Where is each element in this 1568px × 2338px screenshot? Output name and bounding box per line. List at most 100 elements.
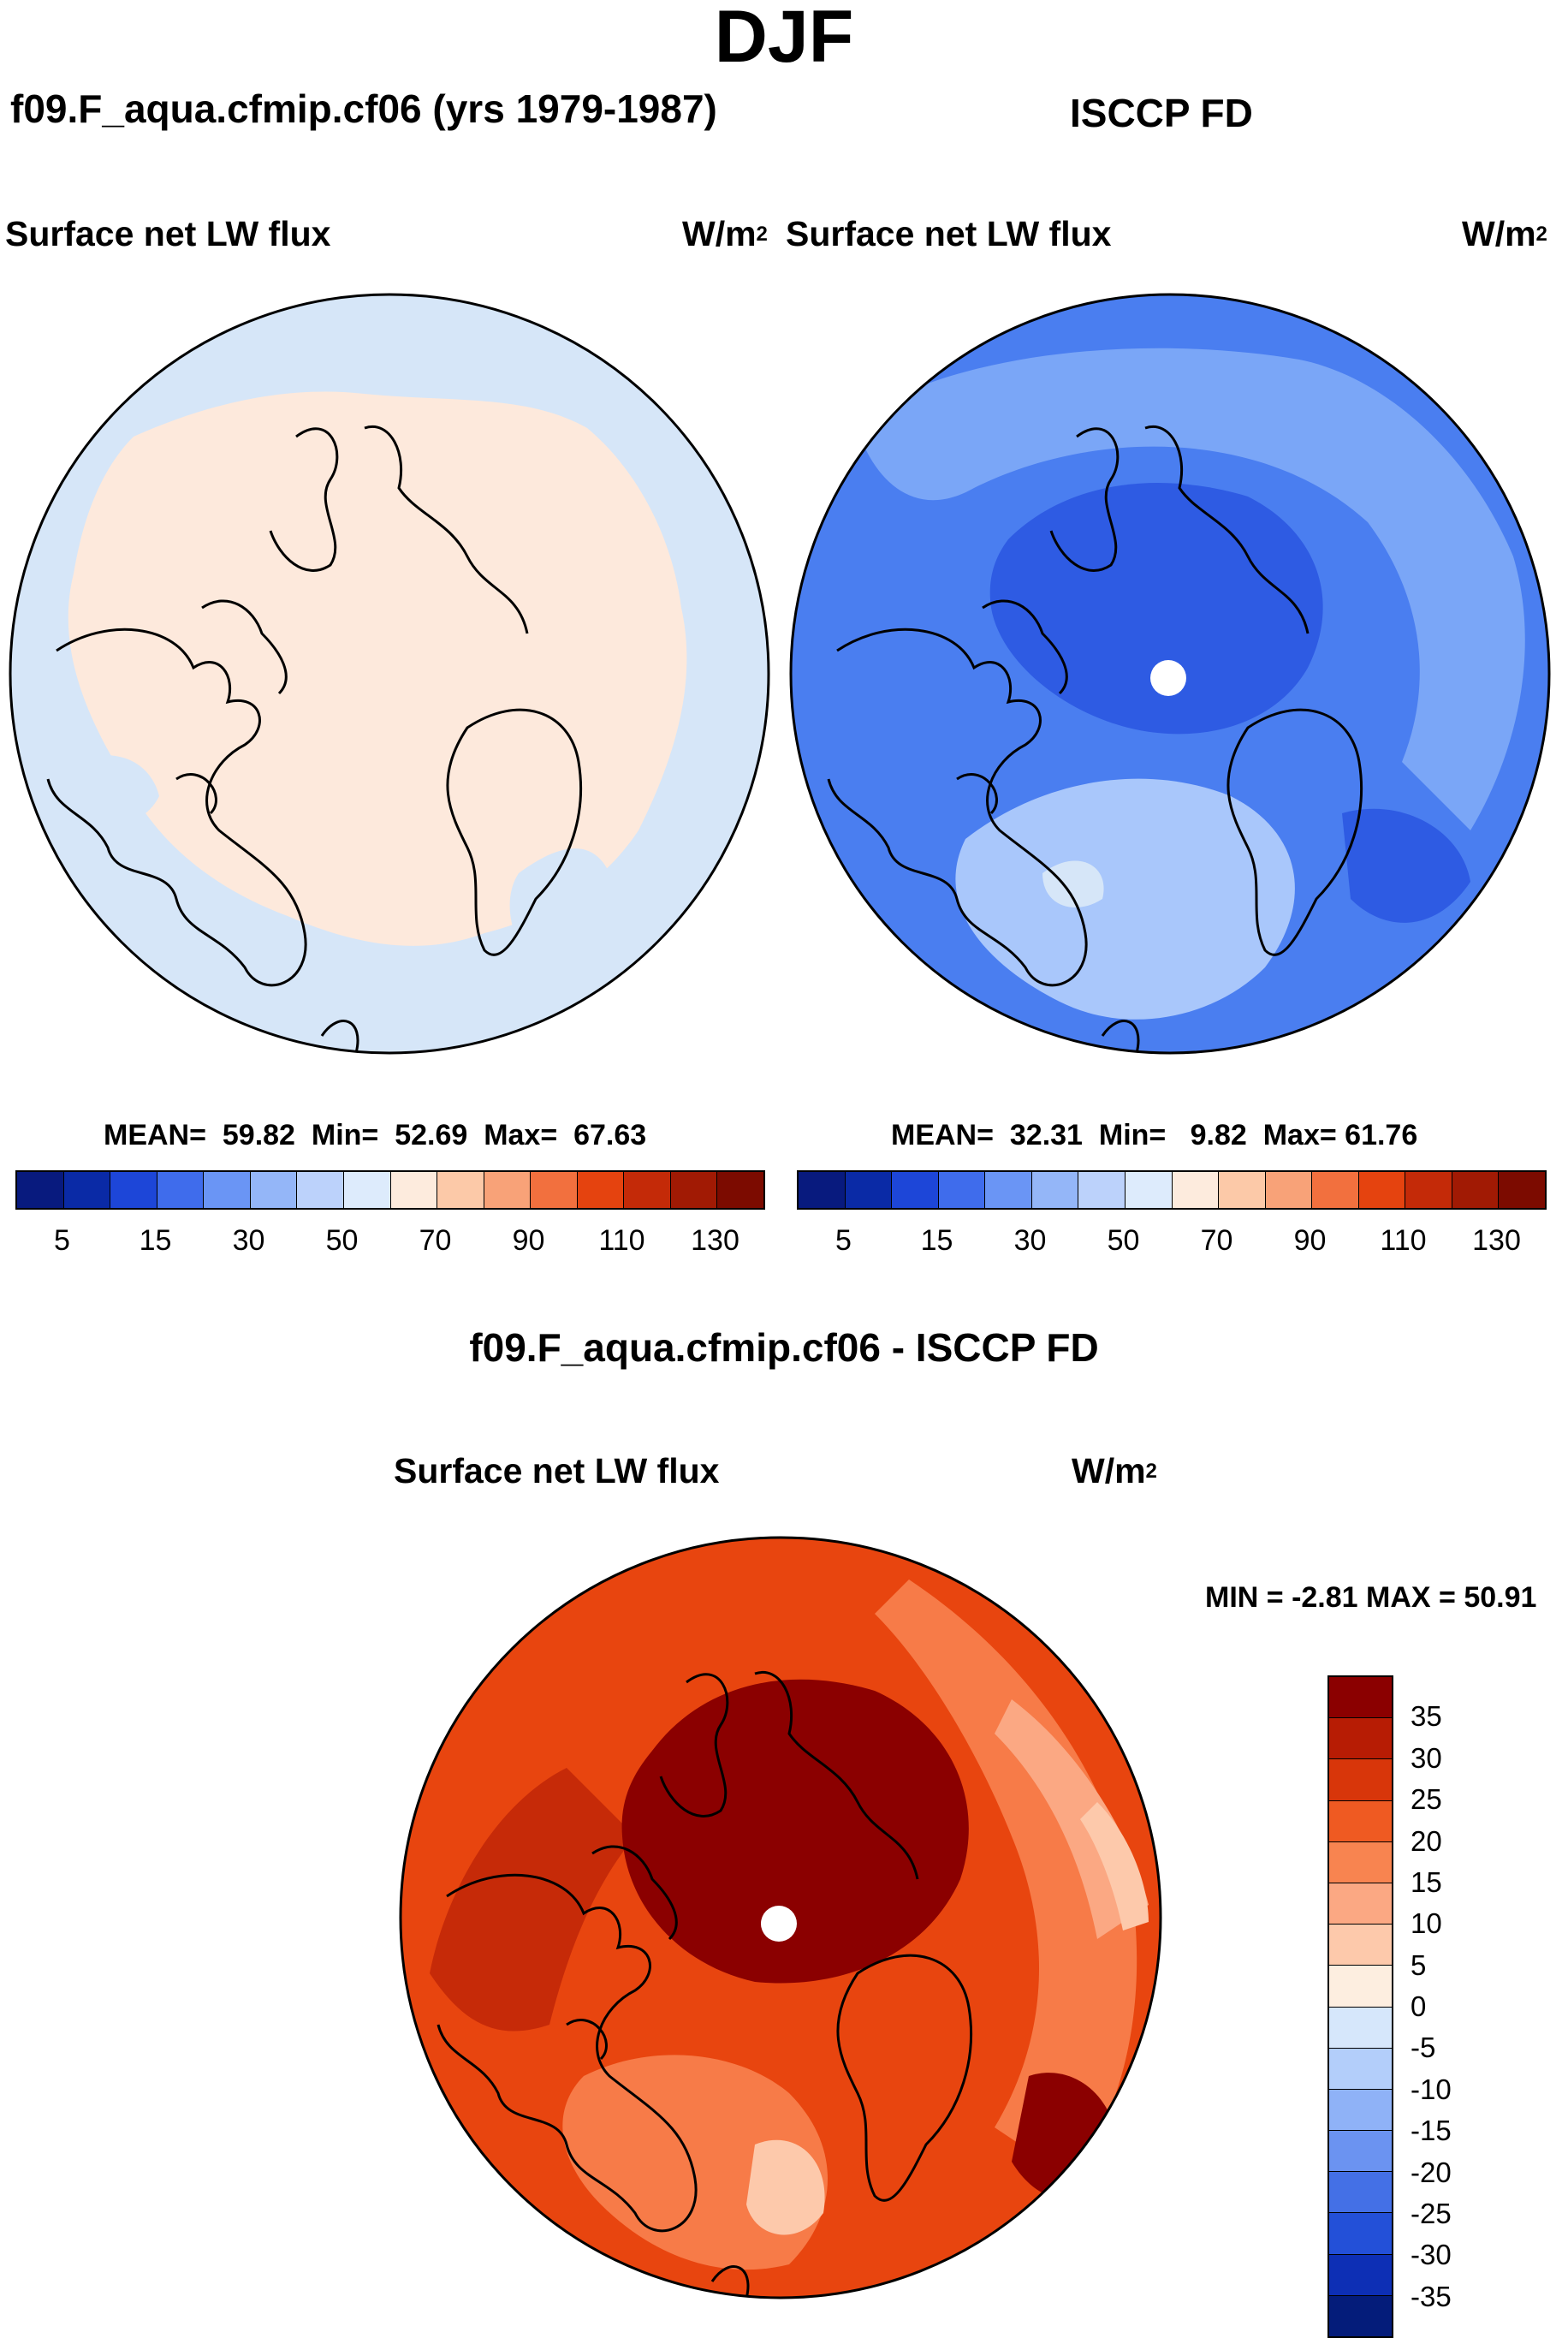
obs-colorbar-ticks: 5 15 30 50 70 90 110 130 [797,1224,1543,1258]
diff-colorbar-segment [1329,1677,1392,1719]
obs-colorbar-segment [1265,1172,1313,1208]
diff-colorbar-tick-label: 0 [1411,1990,1427,2022]
model-north-sea-patch [509,848,615,969]
model-colorbar-segment [624,1172,671,1208]
model-colorbar-segment [437,1172,484,1208]
obs-colorbar-segment [938,1172,986,1208]
model-colorbar-tick-label: 15 [139,1224,172,1257]
diff-colorbar-segment [1329,2048,1392,2090]
obs-colorbar-segment [845,1172,893,1208]
model-colorbar-segment [297,1172,344,1208]
model-colorbar-tick-label: 110 [598,1224,645,1257]
model-colorbar-segment [343,1172,391,1208]
model-units-label: W/m2 [682,214,768,253]
obs-stats: MEAN= 32.31 Min= 9.82 Max= 61.76 [891,1119,1418,1151]
model-colorbar-segment [17,1172,64,1208]
diff-pale-patch-atlantic [746,2139,825,2235]
model-coastlines [46,425,627,1053]
model-pacific-patch [65,755,159,825]
model-colorbar-segment [250,1172,298,1208]
obs-colorbar-segment [1312,1172,1359,1208]
obs-panel-header: ISCCP FD [1070,91,1253,135]
model-field-label: Surface net LW flux [5,214,331,253]
model-colorbar-segment [63,1172,111,1208]
diff-colorbar-segment [1329,1883,1392,1925]
model-colorbar-segment [670,1172,718,1208]
model-colorbar-segment [484,1172,532,1208]
diff-colorbar-segment [1329,2089,1392,2132]
diff-colorbar-tick-label: -10 [1411,2073,1452,2105]
obs-dark-arctic-core [989,483,1323,735]
diff-colorbar-tick-label: -25 [1411,2197,1452,2229]
diff-colorbar [1327,1675,1393,2338]
obs-colorbar-tick-label: 70 [1200,1224,1233,1257]
obs-units-label: W/m2 [1462,214,1547,253]
diff-colorbar-tick-label: 20 [1411,1824,1442,1857]
model-colorbar-tick-label: 130 [691,1224,739,1257]
obs-colorbar-tick-label: 110 [1380,1224,1427,1257]
obs-colorbar-segment [1452,1172,1500,1208]
diff-colorbar-tick-label: -35 [1411,2280,1452,2312]
diff-colorbar-tick-label: -20 [1411,2156,1452,2188]
obs-dark-patch-europe [1342,808,1470,923]
model-colorbar-segment [157,1172,205,1208]
obs-colorbar-segment [1078,1172,1126,1208]
diff-colorbar-segment [1329,1759,1392,1801]
obs-colorbar-segment [985,1172,1032,1208]
obs-colorbar-tick-label: 50 [1107,1224,1140,1257]
obs-colorbar-segment [1125,1172,1173,1208]
diff-units-label: W/m2 [1072,1451,1157,1490]
obs-pale-region-atlantic [955,778,1295,1020]
diff-colorbar-segment [1329,1841,1392,1883]
diff-colorbar-segment [1329,2213,1392,2255]
obs-polar-map [789,293,1551,1055]
diff-stats: MIN = -2.81 MAX = 50.91 [1205,1581,1537,1614]
diff-pole-hole [761,1906,797,1942]
diff-orange-ring [875,1579,1137,2179]
model-colorbar-tick-label: 90 [512,1224,545,1257]
diff-colorbar-segment [1329,1925,1392,1966]
model-colorbar-segment [577,1172,625,1208]
diff-colorbar-segment [1329,1800,1392,1842]
diff-darkest-arctic-core [621,1679,969,1984]
obs-colorbar-segment [1219,1172,1266,1208]
obs-colorbar-segment [1499,1172,1545,1208]
diff-colorbar-segment [1329,2131,1392,2173]
obs-colorbar [797,1170,1547,1210]
model-polar-map [9,293,770,1055]
model-map-boundary [9,293,770,1055]
obs-colorbar-tick-label: 30 [1013,1224,1047,1257]
model-colorbar-segment [390,1172,438,1208]
obs-colorbar-segment [1172,1172,1220,1208]
diff-panel-header: f09.F_aqua.cfmip.cf06 - ISCCP FD [469,1325,1099,1370]
diff-colorbar-tick-label: -15 [1411,2115,1452,2147]
obs-colorbar-tick-label: 90 [1293,1224,1327,1257]
obs-colorbar-tick-label: 130 [1472,1224,1521,1257]
obs-light-band-pacific [854,348,1525,830]
diff-colorbar-segment [1329,2254,1392,2296]
figure-title: DJF [714,0,854,78]
model-colorbar-tick-label: 50 [325,1224,359,1257]
diff-colorbar-tick-label: 10 [1411,1907,1442,1940]
diff-colorbar-tick-label: 35 [1411,1700,1442,1733]
model-colorbar-segment [110,1172,157,1208]
obs-colorbar-segment [799,1172,846,1208]
diff-colorbar-tick-label: -30 [1411,2239,1452,2271]
model-colorbar-segment [531,1172,578,1208]
diff-dark-ring-west [430,1768,635,2032]
diff-colorbar-tick-label: 5 [1411,1948,1427,1981]
model-panel-header: f09.F_aqua.cfmip.cf06 (yrs 1979-1987) [10,86,717,131]
model-stats: MEAN= 59.82 Min= 52.69 Max= 67.63 [104,1119,647,1151]
obs-colorbar-tick-label: 5 [835,1224,852,1257]
diff-colorbar-segment [1329,1718,1392,1760]
diff-pale-edge [1080,1802,1149,1930]
obs-field-label: Surface net LW flux [786,214,1112,253]
obs-colorbar-segment [892,1172,939,1208]
diff-map-boundary [399,1536,1162,2299]
obs-palest-patch [1042,860,1104,907]
diff-field-label: Surface net LW flux [394,1451,720,1490]
diff-colorbar-segment [1329,2007,1392,2049]
model-positive-region [68,391,687,946]
model-colorbar-tick-label: 30 [232,1224,265,1257]
model-colorbar-tick-label: 70 [419,1224,452,1257]
